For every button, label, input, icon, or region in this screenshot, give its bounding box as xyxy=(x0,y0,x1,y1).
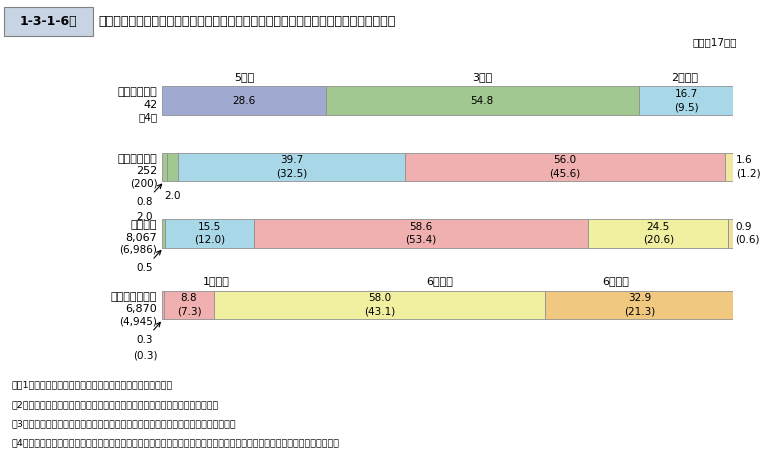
Text: 3　罪名の下の数値は実人員であり，（　）内は執行猟予言渡人員（内数）である。: 3 罪名の下の数値は実人員であり，（ ）内は執行猟予言渡人員（内数）である。 xyxy=(12,419,236,428)
Bar xyxy=(546,291,733,319)
Bar xyxy=(4,7,93,36)
Text: 1.6
(1.2): 1.6 (1.2) xyxy=(736,155,760,178)
Text: 危険運転致傷: 危険運転致傷 xyxy=(117,153,157,163)
Text: 2　「業過」は，交通関係以外の業務上過失致死傷及び重過失致死傷を含む。: 2 「業過」は，交通関係以外の業務上過失致死傷及び重過失致死傷を含む。 xyxy=(12,400,218,409)
Bar xyxy=(167,153,178,181)
Bar xyxy=(253,219,588,247)
Text: 28.6: 28.6 xyxy=(232,96,256,106)
Text: 0.8: 0.8 xyxy=(137,184,161,207)
Text: （平成17年）: （平成17年） xyxy=(692,38,737,48)
Text: 32.9
(21.3): 32.9 (21.3) xyxy=(624,293,655,316)
Text: 5年超: 5年超 xyxy=(234,72,254,82)
Bar xyxy=(405,153,725,181)
Text: 危険運転致死: 危険運転致死 xyxy=(117,87,157,97)
Text: （4）: （4） xyxy=(138,112,157,122)
Text: 2.0: 2.0 xyxy=(164,191,181,201)
Bar xyxy=(162,86,326,115)
Text: 0.3: 0.3 xyxy=(137,322,161,345)
Text: 注、1　司法統計年報及び最高裁判所事務総局の資料による。: 注、1 司法統計年報及び最高裁判所事務総局の資料による。 xyxy=(12,380,173,390)
Text: 0.9
(0.6): 0.9 (0.6) xyxy=(735,222,760,245)
Text: 58.6
(53.4): 58.6 (53.4) xyxy=(405,222,436,245)
Bar xyxy=(178,153,405,181)
Bar xyxy=(728,219,733,247)
Text: 6,870: 6,870 xyxy=(126,305,157,315)
Bar xyxy=(214,291,546,319)
Text: 2.0: 2.0 xyxy=(137,212,153,222)
Text: 4　構成比グラフの中の（　）内は，通常第一審有罪人員（懲役・禁錢）に対する刑期別の執行猟予言渡人員の比率である。: 4 構成比グラフの中の（ ）内は，通常第一審有罪人員（懲役・禁錢）に対する刑期別… xyxy=(12,439,340,448)
Text: (200): (200) xyxy=(130,178,157,188)
Bar xyxy=(725,153,734,181)
Text: 8,067: 8,067 xyxy=(126,232,157,242)
Text: 道　交　違　反: 道 交 違 反 xyxy=(111,292,157,302)
Bar xyxy=(638,86,734,115)
Text: 危険運転致死傷・業過・道交違反の通常第一審有罪人員（懲役・禁錢）の刑期別構成比: 危険運転致死傷・業過・道交違反の通常第一審有罪人員（懲役・禁錢）の刑期別構成比 xyxy=(99,15,396,28)
Text: 42: 42 xyxy=(143,100,157,110)
Text: 6月以上: 6月以上 xyxy=(426,276,453,286)
Text: 1-3-1-6図: 1-3-1-6図 xyxy=(19,15,77,28)
Bar xyxy=(162,291,164,319)
Bar xyxy=(162,219,165,247)
Text: 0.5: 0.5 xyxy=(137,251,161,273)
Bar xyxy=(162,153,167,181)
Bar xyxy=(164,291,214,319)
Bar xyxy=(588,219,728,247)
Text: (0.3): (0.3) xyxy=(133,350,157,360)
Text: 24.5
(20.6): 24.5 (20.6) xyxy=(643,222,674,245)
Text: 2年以上: 2年以上 xyxy=(672,72,699,82)
Text: 15.5
(12.0): 15.5 (12.0) xyxy=(194,222,225,245)
Text: 16.7
(9.5): 16.7 (9.5) xyxy=(674,89,699,112)
Text: (6,986): (6,986) xyxy=(120,245,157,255)
Bar xyxy=(165,219,253,247)
Text: 54.8: 54.8 xyxy=(470,96,493,106)
Text: 6月未満: 6月未満 xyxy=(603,276,629,286)
Text: (4,945): (4,945) xyxy=(120,316,157,326)
Text: 39.7
(32.5): 39.7 (32.5) xyxy=(276,155,307,178)
Text: 58.0
(43.1): 58.0 (43.1) xyxy=(364,293,395,316)
Bar xyxy=(326,86,638,115)
Text: 8.8
(7.3): 8.8 (7.3) xyxy=(177,293,201,316)
Text: 1年以上: 1年以上 xyxy=(203,276,229,286)
Text: 56.0
(45.6): 56.0 (45.6) xyxy=(549,155,581,178)
Text: 252: 252 xyxy=(136,166,157,176)
Text: 業　　過: 業 過 xyxy=(130,220,157,230)
Text: 3年超: 3年超 xyxy=(472,72,493,82)
